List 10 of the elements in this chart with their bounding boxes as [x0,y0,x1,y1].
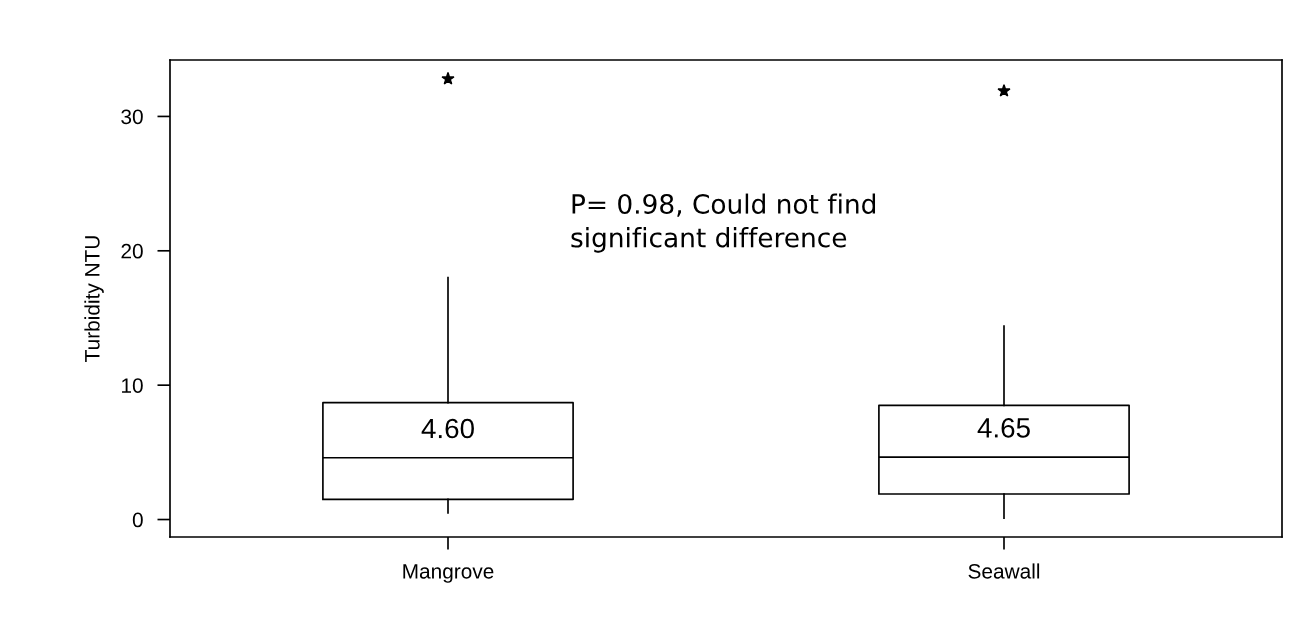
y-tick-label: 20 [121,243,143,259]
y-tick-label: 10 [122,378,143,393]
y-axis-title: Turbidity NTU [84,236,104,362]
x-tick-label: Mangrove [403,564,494,583]
annotation: 4.65 [977,418,1030,438]
y-tick-label: 30 [121,109,143,125]
y-tick-label: 0 [132,512,143,528]
annotation: P= 0.98, Could not find significant difference [571,193,876,253]
annotation: 4.60 [421,418,474,439]
x-tick-label: Seawall [968,563,1040,579]
